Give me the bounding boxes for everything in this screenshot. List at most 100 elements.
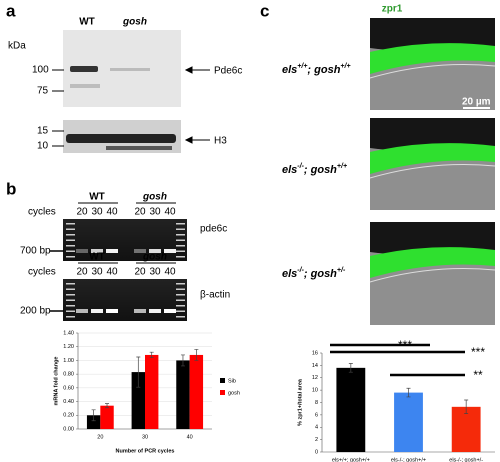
gel-band xyxy=(76,249,88,253)
ladder-band xyxy=(66,256,75,258)
genotype-part: +/+ xyxy=(337,163,347,170)
ladder-band xyxy=(66,239,75,241)
blot-band xyxy=(106,146,172,150)
bar xyxy=(131,372,145,429)
genotype-part: -/- xyxy=(297,267,304,274)
cycle-label: 30 xyxy=(91,207,103,218)
ladder-band xyxy=(176,234,185,236)
lane-label: WT xyxy=(89,192,105,203)
ladder-band xyxy=(66,288,75,290)
ladder-band xyxy=(66,228,75,230)
tissue-edge xyxy=(369,268,496,283)
genotype-part: ; gosh xyxy=(307,64,340,76)
x-tick-label: 30 xyxy=(142,434,148,440)
x-tick-label: els+/+; gosh+/+ xyxy=(332,457,370,462)
error-bar xyxy=(406,387,411,398)
significance-label: *** xyxy=(471,345,485,359)
bar xyxy=(451,406,481,452)
band-label: H3 xyxy=(214,136,227,147)
blot-band xyxy=(110,68,150,71)
ladder-band xyxy=(66,310,75,312)
bar xyxy=(145,354,159,429)
error-bar xyxy=(149,351,154,359)
y-tick-label: 0 xyxy=(315,449,318,455)
legend-swatch xyxy=(220,390,225,395)
y-tick-label: 1.20 xyxy=(63,344,74,350)
y-tick-label: 4 xyxy=(315,425,318,431)
bar xyxy=(189,354,204,429)
y-axis-label: mRNA fold change xyxy=(53,357,59,406)
cycle-label: 20 xyxy=(76,207,88,218)
genotype-part: ; gosh xyxy=(304,164,337,176)
zpr1-signal xyxy=(370,143,495,174)
tissue-edge xyxy=(369,164,496,179)
marker-label: 200 bp xyxy=(20,306,51,317)
genotype-part: +/+ xyxy=(340,63,350,70)
ladder-band xyxy=(176,256,185,258)
error-bar xyxy=(180,354,185,367)
error-bar xyxy=(348,363,353,373)
genotype-label: els+/+; gosh+/+ xyxy=(282,63,351,76)
gel-band xyxy=(164,309,176,313)
gene-label: pde6c xyxy=(200,224,227,235)
genotype-part: els xyxy=(282,64,297,76)
gel-band xyxy=(106,249,118,253)
gel-band xyxy=(91,309,103,313)
y-tick-label: 0.80 xyxy=(63,372,74,378)
ladder-band xyxy=(176,288,185,290)
bar xyxy=(86,415,101,429)
tissue-dark xyxy=(370,18,495,52)
y-tick-label: 10 xyxy=(312,388,318,394)
legend-label: gosh xyxy=(228,390,240,396)
zpr1-signal xyxy=(370,247,495,278)
charts: 0.00 0.20 0.40 0.60 0.80 1.00 1.20 1.40 mRNA fol… xyxy=(53,330,495,462)
cycle-label: 40 xyxy=(164,267,176,278)
tissue-dark xyxy=(370,222,495,256)
bar xyxy=(336,367,366,452)
genotype-part: ; gosh xyxy=(304,268,337,280)
kda-label: kDa xyxy=(8,41,26,52)
significance-label: ** xyxy=(473,368,483,382)
cycle-label: 30 xyxy=(91,267,103,278)
legend-swatch xyxy=(220,378,225,383)
arrow xyxy=(184,136,210,144)
ladder-band xyxy=(66,316,75,318)
gel-band xyxy=(91,249,103,253)
marker-label: 15 xyxy=(37,126,49,137)
y-tick-label: 0.60 xyxy=(63,385,74,391)
tissue-edge xyxy=(369,64,496,79)
gel-band xyxy=(76,309,88,313)
gel-band xyxy=(134,309,146,313)
x-tick-label: els-/-; gosh+/- xyxy=(449,457,483,462)
gel-band xyxy=(149,309,161,313)
cycle-label: 40 xyxy=(106,267,118,278)
gel-band xyxy=(164,249,176,253)
micrographs: els+/+; gosh+/+els-/-; gosh+/+els-/-; go… xyxy=(282,18,496,325)
marker-label: 100 xyxy=(32,65,49,76)
ladder-band xyxy=(176,305,185,307)
y-axis-label: % zpr1+/total area xyxy=(297,378,303,426)
blot-band xyxy=(70,66,98,72)
blot-band xyxy=(70,84,100,88)
scale-label: 20 µm xyxy=(462,97,491,108)
y-tick-label: 14 xyxy=(312,363,318,369)
ladder-band xyxy=(66,234,75,236)
lane-label: WT xyxy=(79,17,95,28)
marker-label: 700 bp xyxy=(20,246,51,257)
blot-band xyxy=(66,134,176,143)
ladder-band xyxy=(176,228,185,230)
y-tick-label: 1.00 xyxy=(63,358,74,364)
genotype-label: els-/-; gosh+/+ xyxy=(282,163,347,176)
cycles-label: cycles xyxy=(28,207,56,218)
ladder-band xyxy=(176,299,185,301)
panel-label: c xyxy=(260,1,269,20)
gel-band xyxy=(134,249,146,253)
x-tick-label: 40 xyxy=(187,434,193,440)
error-bar xyxy=(91,409,96,422)
cycle-label: 20 xyxy=(76,267,88,278)
y-tick-label: 0.00 xyxy=(63,426,74,432)
ladder-band xyxy=(176,294,185,296)
ladder-band xyxy=(176,250,185,252)
